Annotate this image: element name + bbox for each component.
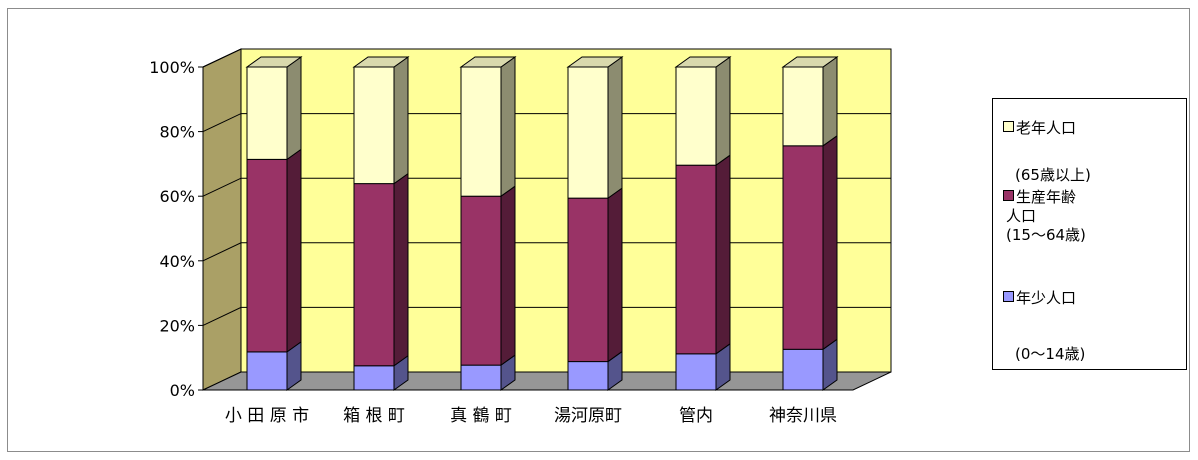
- legend-entry-working: 生産年齢 人口 (15〜64歳): [1003, 188, 1086, 245]
- y-tick-label: 40%: [159, 252, 195, 271]
- legend-swatch-elderly: [1003, 121, 1014, 132]
- bar-segment: [675, 164, 717, 355]
- bar-segment-side: [286, 148, 302, 353]
- legend-entry-elderly-sub: (65歳以上): [1003, 166, 1091, 185]
- bar-segment: [460, 195, 502, 366]
- legend-label-elderly: 老年人口: [1016, 119, 1077, 137]
- bar-segment: [353, 66, 395, 185]
- bar-segment-side: [822, 134, 838, 351]
- y-tick-label: 0%: [170, 381, 195, 400]
- bar-segment-side: [607, 56, 623, 200]
- x-category-label: 湯河原町: [554, 406, 622, 426]
- bar-segment-side: [393, 172, 409, 367]
- bar-top: [674, 56, 732, 68]
- legend-sublabel-elderly: (65歳以上): [1015, 166, 1091, 184]
- legend-swatch-working: [1003, 190, 1014, 201]
- gridline: [202, 306, 891, 326]
- bar-top: [566, 56, 624, 68]
- bar-segment-side: [715, 154, 731, 355]
- bar-segment: [675, 353, 717, 391]
- legend-label-working: 生産年齢: [1016, 188, 1077, 206]
- legend-sublabel-young: (0〜14歳): [1015, 345, 1086, 363]
- legend-label-working-line2: 人口: [1006, 207, 1037, 225]
- side-wall: [202, 48, 242, 391]
- legend-swatch-young: [1003, 291, 1014, 302]
- bar-segment: [782, 348, 824, 391]
- bar-segment: [567, 197, 609, 363]
- x-category-label: 真 鶴 町: [450, 406, 512, 426]
- gridline: [202, 177, 891, 197]
- legend-entry-young: 年少人口: [1003, 289, 1076, 308]
- bar-segment: [567, 66, 609, 199]
- x-category-label: 管内: [679, 406, 713, 426]
- y-tick-label: 100%: [149, 58, 195, 77]
- legend-label-young: 年少人口: [1016, 289, 1077, 307]
- bar-segment: [782, 145, 824, 350]
- legend-sublabel-working: (15〜64歳): [1006, 226, 1086, 244]
- legend-entry-elderly: 老年人口: [1003, 119, 1076, 138]
- gridline: [202, 48, 891, 68]
- bar-segment-side: [500, 185, 516, 367]
- bar-top: [781, 56, 839, 68]
- bar-top: [352, 56, 410, 68]
- bar-top: [245, 56, 303, 68]
- y-tick-label: 20%: [159, 316, 195, 335]
- x-category-label: 小 田 原 市: [225, 406, 309, 426]
- bar-segment: [675, 66, 717, 166]
- bar-segment-side: [715, 56, 731, 167]
- bar-segment: [353, 365, 395, 391]
- legend-entry-young-sub: (0〜14歳): [1003, 345, 1085, 364]
- bar-segment-side: [393, 56, 409, 185]
- y-tick-label: 80%: [159, 123, 195, 142]
- bar-segment: [460, 66, 502, 197]
- legend: 老年人口 (65歳以上) 生産年齢 人口 (15〜64歳) 年少人口 (0〜14…: [992, 98, 1187, 370]
- bar-segment: [782, 66, 824, 147]
- bar-segment: [246, 351, 288, 391]
- bar-segment: [567, 361, 609, 391]
- bar-segment: [246, 158, 288, 353]
- x-category-label: 箱 根 町: [343, 406, 405, 426]
- bar-segment: [353, 183, 395, 367]
- bar-segment-side: [607, 187, 623, 363]
- bar-top: [459, 56, 517, 68]
- y-tick-label: 60%: [159, 187, 195, 206]
- x-category-label: 神奈川県: [769, 406, 837, 426]
- bar-segment: [460, 364, 502, 391]
- bar-segment: [246, 66, 288, 160]
- bar-segment-side: [286, 56, 302, 161]
- bar-segment-side: [822, 56, 838, 147]
- gridline: [202, 113, 891, 133]
- bar-segment-side: [500, 56, 516, 198]
- gridline: [202, 242, 891, 262]
